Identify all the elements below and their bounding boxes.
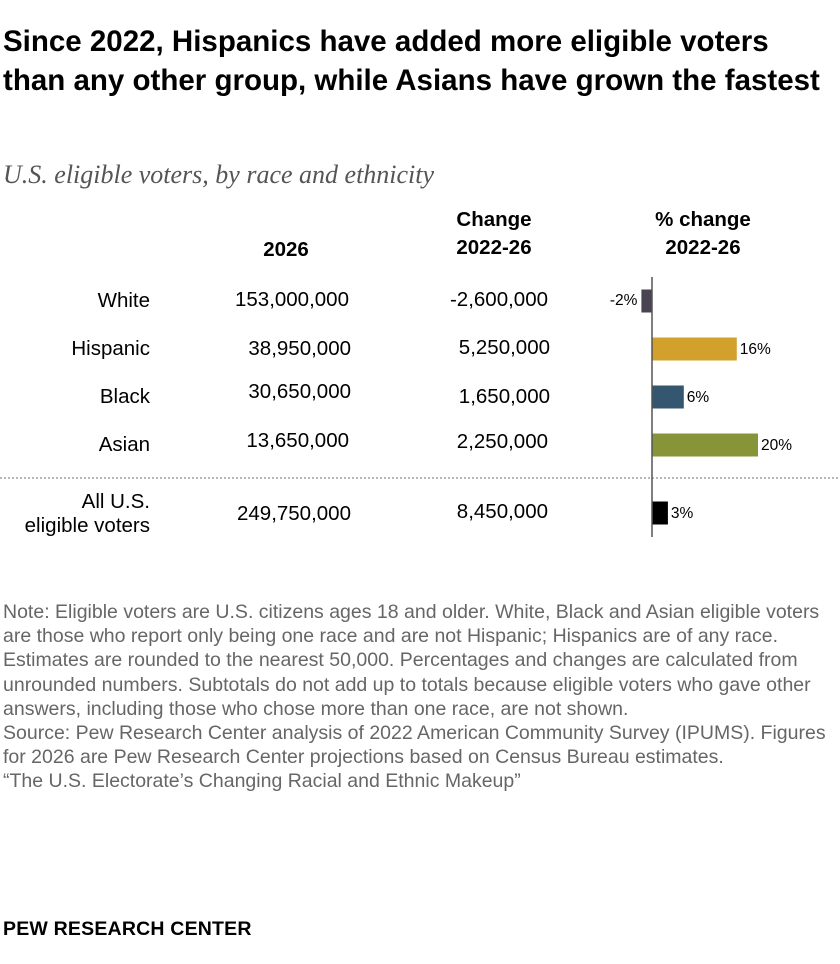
column-header-pct-change: % change 2022-26 [623, 206, 783, 262]
column-header-change: Change 2022-26 [424, 206, 564, 262]
change-white: -2,600,000 [449, 288, 548, 311]
bar-total [652, 501, 668, 525]
value-2026-hispanic: 38,950,000 [248, 337, 351, 360]
source-text: Source: Pew Research Center analysis of … [3, 722, 826, 769]
row-label-total: All U.S. eligible voters [0, 490, 150, 538]
row-label-asian: Asian [98, 433, 150, 456]
pct-label-white: -2% [609, 292, 638, 309]
column-header-change-line1: Change [456, 208, 532, 231]
row-label-white: White [97, 289, 150, 312]
notes-block: Note: Eligible voters are U.S. citizens … [3, 600, 839, 794]
note-text: Note: Eligible voters are U.S. citizens … [3, 601, 820, 720]
pct-label-total: 3% [670, 505, 694, 522]
bar-white [641, 289, 652, 313]
report-title-text: “The U.S. Electorate’s Changing Racial a… [3, 770, 521, 793]
change-hispanic: 5,250,000 [458, 336, 550, 359]
value-2026-total: 249,750,000 [236, 502, 351, 525]
change-asian: 2,250,000 [456, 430, 548, 453]
bar-asian [652, 433, 758, 457]
column-header-2026-text: 2026 [263, 238, 309, 261]
row-label-total-line1: All U.S. [81, 490, 150, 513]
change-total: 8,450,000 [456, 500, 548, 523]
row-label-total-line2: eligible voters [24, 514, 150, 537]
pct-label-hispanic: 16% [739, 341, 771, 358]
bar-black [652, 385, 684, 409]
change-black: 1,650,000 [458, 385, 550, 408]
value-2026-black: 30,650,000 [248, 380, 351, 403]
bar-hispanic [652, 337, 737, 361]
column-header-pct-line2: 2022-26 [665, 236, 741, 259]
pct-label-asian: 20% [761, 437, 793, 454]
row-label-hispanic: Hispanic [71, 337, 150, 360]
chart-subtitle: U.S. eligible voters, by race and ethnic… [3, 160, 435, 189]
column-header-change-line2: 2022-26 [456, 236, 532, 259]
chart-title: Since 2022, Hispanics have added more el… [3, 25, 820, 97]
row-label-black: Black [99, 385, 150, 408]
pct-label-black: 6% [686, 389, 710, 406]
value-2026-asian: 13,650,000 [246, 429, 349, 452]
pew-logo-text: PEW RESEARCH CENTER [3, 918, 252, 940]
value-2026-white: 153,000,000 [234, 288, 349, 311]
column-header-2026: 2026 [236, 236, 336, 264]
column-header-pct-line1: % change [655, 208, 751, 231]
